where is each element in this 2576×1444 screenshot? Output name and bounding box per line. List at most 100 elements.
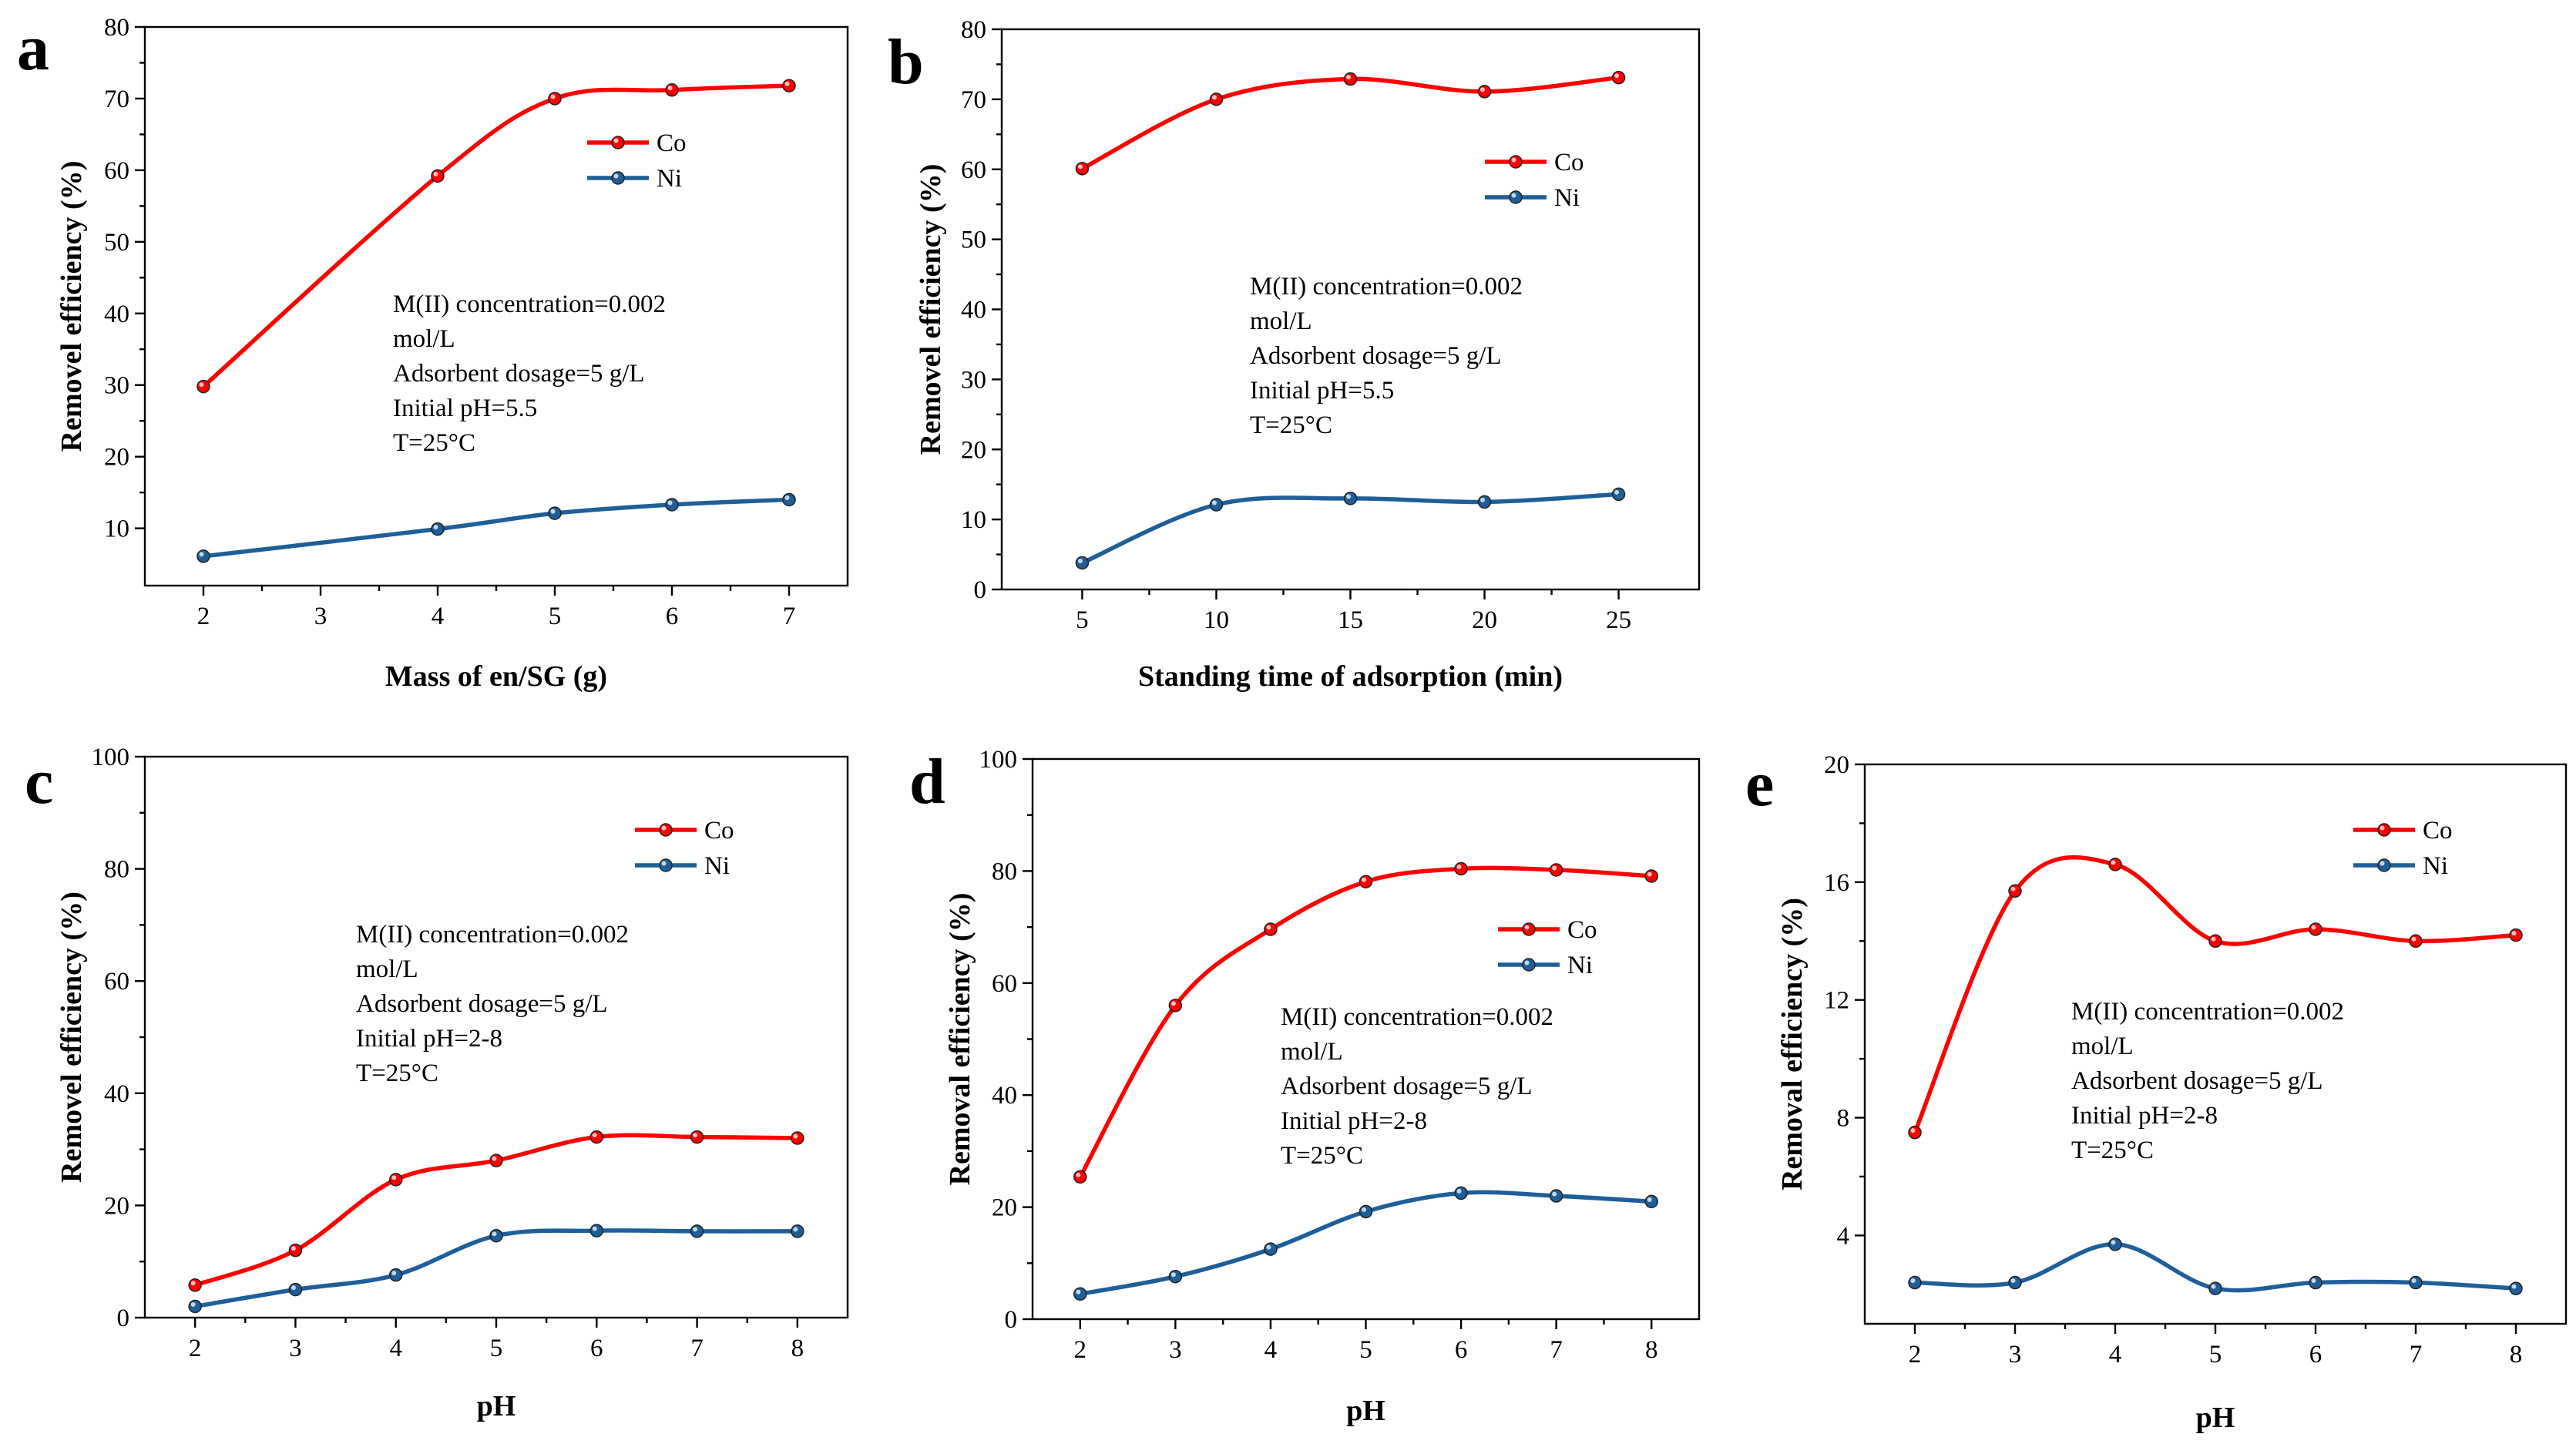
legend-marker <box>611 171 625 185</box>
annotation-line: Adsorbent dosage=5 g/L <box>356 990 608 1018</box>
data-point-ni <box>1343 492 1358 505</box>
x-tick-label: 2 <box>1074 1336 1087 1364</box>
y-tick-label: 70 <box>104 86 129 113</box>
y-tick-label: 20 <box>104 1192 129 1220</box>
data-point-ni <box>791 1224 804 1238</box>
y-tick-label: 80 <box>992 858 1017 885</box>
legend-item-ni: Ni <box>1498 952 1593 979</box>
legend-item-ni: Ni <box>2353 852 2448 880</box>
data-point-ni <box>1264 1242 1278 1256</box>
plot-frame <box>1863 763 2568 1325</box>
annotation-line: Initial pH=2-8 <box>1281 1107 1427 1135</box>
x-tick-label: 6 <box>2309 1341 2322 1368</box>
data-point-ni <box>782 492 796 507</box>
x-tick-label: 7 <box>1550 1336 1563 1364</box>
data-point-co <box>1477 85 1492 99</box>
data-point-co <box>1343 72 1358 86</box>
annotation-line: M(II) concentration=0.002 <box>1250 273 1523 301</box>
data-point-co <box>548 92 562 106</box>
data-point-ni <box>388 1268 403 1282</box>
chart-panel-e: 2 3 4 5 6 7 8 4 8 12 16 20 pH Removal efficiency (%) e… <box>1745 748 2568 1434</box>
annotation-line: T=25°C <box>1250 411 1332 439</box>
legend-label: Ni <box>657 165 682 193</box>
data-point-ni <box>1075 556 1090 570</box>
y-tick-label: 80 <box>961 16 986 44</box>
data-point-co <box>1075 162 1090 176</box>
y-tick-label: 30 <box>104 372 129 400</box>
data-point-co <box>1209 92 1224 106</box>
y-tick-label: 100 <box>92 744 130 771</box>
annotation-line: T=25°C <box>2071 1137 2154 1164</box>
x-tick-label: 3 <box>314 603 327 630</box>
x-tick-label: 7 <box>2410 1341 2423 1368</box>
y-tick-label: 60 <box>992 970 1017 998</box>
y-tick-label: 0 <box>974 576 987 604</box>
annotation-line: mol/L <box>2071 1033 2134 1060</box>
legend-item-co: Co <box>635 817 734 845</box>
data-point-co <box>1611 70 1626 85</box>
chart-panel-a: 2 3 4 5 6 7 10 20 30 40 50 60 70 80 Mass of en/SG (g) R… <box>17 12 849 693</box>
x-tick-label: 15 <box>1338 606 1363 634</box>
x-axis-label: Mass of en/SG (g) <box>385 660 607 693</box>
data-point-ni <box>1168 1269 1183 1284</box>
data-point-co <box>2309 922 2322 936</box>
x-tick-label: 6 <box>666 603 679 630</box>
x-tick-label: 3 <box>289 1335 302 1362</box>
data-point-ni <box>548 506 562 520</box>
data-point-ni <box>2108 1237 2122 1251</box>
data-point-co <box>2409 934 2423 949</box>
y-tick-label: 50 <box>104 229 129 257</box>
y-tick-label: 50 <box>961 227 986 254</box>
data-point-co <box>1264 922 1278 936</box>
legend-label: Co <box>2423 817 2453 845</box>
data-point-ni <box>196 549 210 563</box>
y-tick-label: 20 <box>104 444 129 472</box>
legend-item-ni: Ni <box>635 852 730 880</box>
annotation-line: M(II) concentration=0.002 <box>356 921 629 949</box>
annotation-line: Initial pH=2-8 <box>356 1025 502 1053</box>
annotation-line: Adsorbent dosage=5 g/L <box>2071 1067 2323 1095</box>
legend-label: Co <box>657 129 687 157</box>
legend-label: Ni <box>1567 952 1593 979</box>
x-tick-label: 10 <box>1204 606 1229 634</box>
data-point-co <box>1359 875 1373 888</box>
data-point-ni <box>489 1228 503 1243</box>
legend-marker <box>659 823 673 837</box>
y-tick-label: 70 <box>961 86 986 114</box>
x-tick-label: 5 <box>1359 1336 1372 1364</box>
data-point-ni <box>1359 1204 1373 1219</box>
x-tick-label: 5 <box>1076 606 1089 634</box>
y-axis-label: Removel efficiency (%) <box>915 164 947 455</box>
y-tick-label: 10 <box>961 506 986 534</box>
y-tick-label: 40 <box>961 297 986 324</box>
plot-frame <box>1031 757 1701 1321</box>
x-tick-label: 2 <box>197 603 210 630</box>
panel-letter: d <box>909 746 945 818</box>
data-point-ni <box>188 1299 202 1314</box>
data-point-ni <box>1611 487 1626 502</box>
x-axis-label: pH <box>477 1390 516 1422</box>
data-point-ni <box>1477 495 1492 509</box>
annotation-line: M(II) concentration=0.002 <box>1281 1003 1553 1031</box>
y-tick-label: 10 <box>104 515 129 543</box>
x-tick-label: 8 <box>1645 1336 1658 1364</box>
y-tick-label: 40 <box>992 1082 1017 1110</box>
data-point-ni <box>2409 1275 2423 1290</box>
legend-item-ni: Ni <box>1485 184 1580 212</box>
data-point-co <box>196 379 210 394</box>
y-tick-label: 60 <box>961 156 986 184</box>
data-point-ni <box>665 498 679 512</box>
annotation-line: Adsorbent dosage=5 g/L <box>393 360 645 388</box>
x-tick-label: 8 <box>791 1335 804 1362</box>
legend-item-co: Co <box>2353 817 2453 845</box>
panel-letter: e <box>1745 748 1774 820</box>
x-tick-label: 2 <box>189 1335 202 1362</box>
series-line-co <box>1081 75 1619 171</box>
series-line-ni <box>203 497 790 559</box>
annotation-line: Adsorbent dosage=5 g/L <box>1281 1073 1533 1100</box>
annotation-line: T=25°C <box>356 1059 438 1087</box>
annotation-line: T=25°C <box>1281 1142 1363 1170</box>
x-tick-label: 2 <box>1909 1341 1922 1368</box>
y-tick-label: 0 <box>1005 1306 1018 1334</box>
